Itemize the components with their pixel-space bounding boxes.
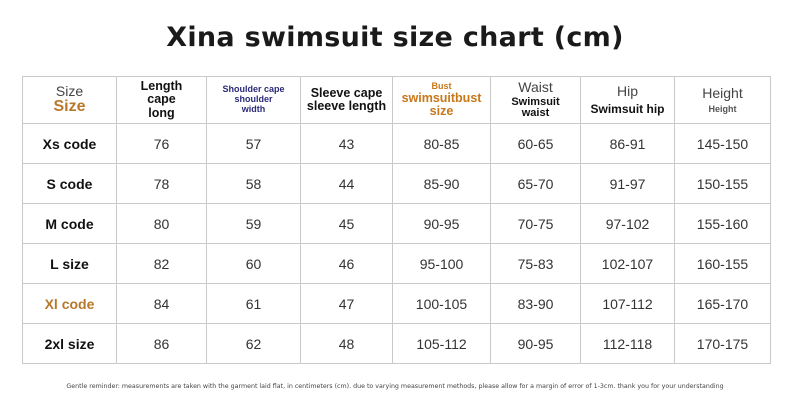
sleeve-cell: 45 <box>300 203 393 244</box>
header-length-line2: cape <box>147 92 176 107</box>
header-hip-line2: Swimsuit hip <box>590 102 665 117</box>
table-row: S code 78 58 44 85-90 65-70 91-97 150-15… <box>22 163 771 204</box>
height-cell: 160-155 <box>674 243 771 284</box>
header-shoulder-line2: shoulder <box>234 94 273 105</box>
shoulder-cell: 57 <box>206 123 301 164</box>
length-cell: 76 <box>116 123 207 164</box>
waist-cell: 90-95 <box>490 323 581 364</box>
shoulder-cell: 60 <box>206 243 301 284</box>
size-chart-table: Size Size Length cape long Shoulder cape… <box>22 76 771 364</box>
height-cell: 165-170 <box>674 283 771 324</box>
waist-cell: 70-75 <box>490 203 581 244</box>
header-shoulder: Shoulder cape shoulder width <box>206 76 301 124</box>
header-size: Size Size <box>22 76 117 124</box>
bust-cell: 100-105 <box>392 283 491 324</box>
header-waist-line3: waist <box>521 107 550 120</box>
header-size-line1: Size <box>55 83 84 100</box>
bust-cell: 105-112 <box>392 323 491 364</box>
header-sleeve-line1: Sleeve cape <box>310 85 383 100</box>
header-size-line2: Size <box>53 97 86 115</box>
header-height: Height Height <box>674 76 771 124</box>
hip-cell: 86-91 <box>580 123 675 164</box>
shoulder-cell: 59 <box>206 203 301 244</box>
sleeve-cell: 47 <box>300 283 393 324</box>
header-bust-line2: swimsuitbust <box>401 90 482 105</box>
size-label: M code <box>22 203 117 244</box>
size-label: S code <box>22 163 117 204</box>
table-row: Xs code 76 57 43 80-85 60-65 86-91 145-1… <box>22 123 771 164</box>
header-shoulder-line1: Shoulder cape <box>222 84 285 95</box>
table-row: Xl code 84 61 47 100-105 83-90 107-112 1… <box>22 283 771 324</box>
table-row: 2xl size 86 62 48 105-112 90-95 112-118 … <box>22 323 771 364</box>
sleeve-cell: 48 <box>300 323 393 364</box>
bust-cell: 95-100 <box>392 243 491 284</box>
waist-cell: 75-83 <box>490 243 581 284</box>
length-cell: 86 <box>116 323 207 364</box>
bust-cell: 80-85 <box>392 123 491 164</box>
header-hip: Hip Swimsuit hip <box>580 76 675 124</box>
header-hip-line1: Hip <box>616 83 638 100</box>
header-waist: Waist Swimsuit waist <box>490 76 581 124</box>
hip-cell: 102-107 <box>580 243 675 284</box>
header-bust: Bust swimsuitbust size <box>392 76 491 124</box>
header-bust-line3: size <box>429 103 454 118</box>
header-row: Size Size Length cape long Shoulder cape… <box>22 76 771 124</box>
sleeve-cell: 43 <box>300 123 393 164</box>
hip-cell: 112-118 <box>580 323 675 364</box>
header-shoulder-line3: width <box>241 103 266 114</box>
bust-cell: 85-90 <box>392 163 491 204</box>
length-cell: 78 <box>116 163 207 204</box>
sleeve-cell: 46 <box>300 243 393 284</box>
header-waist-line2: Swimsuit <box>511 95 560 108</box>
header-height-line1: Height <box>702 84 743 101</box>
header-length: Length cape long <box>116 76 207 124</box>
header-length-line3: long <box>148 105 175 120</box>
sleeve-cell: 44 <box>300 163 393 204</box>
waist-cell: 83-90 <box>490 283 581 324</box>
waist-cell: 65-70 <box>490 163 581 204</box>
bust-cell: 90-95 <box>392 203 491 244</box>
header-bust-line1: Bust <box>431 81 452 92</box>
size-label: L size <box>22 243 117 284</box>
header-sleeve: Sleeve cape sleeve length <box>300 76 393 124</box>
table-row: M code 80 59 45 90-95 70-75 97-102 155-1… <box>22 203 771 244</box>
size-label: 2xl size <box>22 323 117 364</box>
length-cell: 80 <box>116 203 207 244</box>
footnote: Gentle reminder: measurements are taken … <box>66 383 724 390</box>
waist-cell: 60-65 <box>490 123 581 164</box>
hip-cell: 97-102 <box>580 203 675 244</box>
shoulder-cell: 58 <box>206 163 301 204</box>
shoulder-cell: 62 <box>206 323 301 364</box>
size-label: Xs code <box>22 123 117 164</box>
length-cell: 84 <box>116 283 207 324</box>
header-sleeve-line2: sleeve length <box>306 99 387 113</box>
header-height-line2: Height <box>708 103 737 114</box>
height-cell: 145-150 <box>674 123 771 164</box>
height-cell: 150-155 <box>674 163 771 204</box>
table-row: L size 82 60 46 95-100 75-83 102-107 160… <box>22 243 771 284</box>
shoulder-cell: 61 <box>206 283 301 324</box>
header-waist-line1: Waist <box>518 79 553 96</box>
hip-cell: 91-97 <box>580 163 675 204</box>
hip-cell: 107-112 <box>580 283 675 324</box>
length-cell: 82 <box>116 243 207 284</box>
size-label: Xl code <box>22 283 117 324</box>
height-cell: 170-175 <box>674 323 771 364</box>
chart-title: Xina swimsuit size chart (cm) <box>166 22 624 53</box>
header-length-line1: Length <box>140 79 183 94</box>
height-cell: 155-160 <box>674 203 771 244</box>
